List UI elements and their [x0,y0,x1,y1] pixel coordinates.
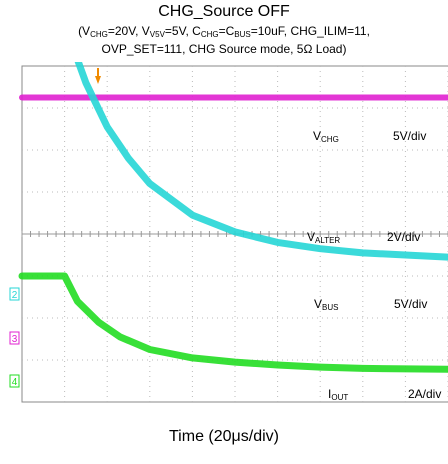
channel-marker-box [9,374,20,388]
oscilloscope-plot: VCHG 5V/div VALTER 2V/div VBUS 5V/div IOUT 2A/d… [9,62,448,403]
trigger-marker [95,76,101,84]
trace-label-iout: IOUT [328,387,348,402]
channel-marker-3: 3 [12,334,18,345]
scope-labels: VCHG 5V/div VALTER 2V/div VBUS 5V/div IOUT 2A/d… [307,129,441,402]
channel-markers: 2 3 4 [9,287,20,388]
trace-scale-vchg: 5V/div [393,129,426,143]
trace-scale-vbus: 5V/div [394,297,427,311]
channel-marker-2: 2 [12,290,18,301]
trace-label-valter: VALTER [307,230,340,245]
scope-grid [21,65,448,403]
scope-traces [18,62,448,373]
channel-marker-box [9,331,20,345]
trace-label-vchg: VCHG [313,129,339,144]
channel-marker-box [9,287,20,301]
test-conditions: (VCHG=20V, VV5V=5V, CCHG=CBUS=10uF, CHG_… [0,24,448,56]
x-axis-label: Time (20μs/div) [169,428,279,445]
trace-scale-iout: 2A/div [408,387,441,401]
trace-iout [18,272,448,373]
trace-scale-valter: 2V/div [387,230,420,244]
conditions-line-1: (VCHG=20V, VV5V=5V, CCHG=CBUS=10uF, CHG_… [78,24,370,39]
channel-marker-4: 4 [12,377,18,388]
chart-title: CHG_Source OFF [158,3,290,20]
conditions-line-2: OVP_SET=111, CHG Source mode, 5Ω Load) [101,42,347,56]
trace-vbus [74,62,448,261]
trace-label-vbus: VBUS [314,297,338,312]
